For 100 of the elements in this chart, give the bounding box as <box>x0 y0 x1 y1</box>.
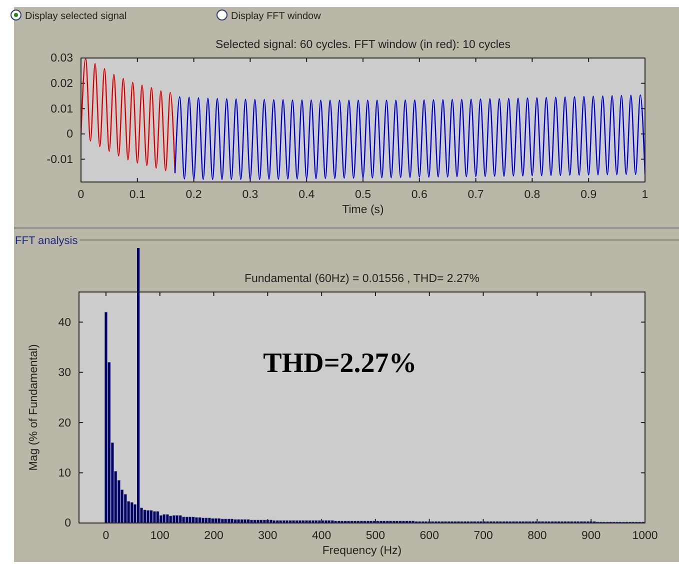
x-tick-label: 1 <box>642 189 648 202</box>
y-tick-label: 0 <box>64 518 71 530</box>
bar <box>292 520 295 523</box>
x-axis-title: Time (s) <box>342 204 384 216</box>
bar <box>208 518 211 523</box>
bar <box>253 520 256 523</box>
y-tick-label: 30 <box>58 367 71 380</box>
bar <box>298 520 302 523</box>
x-tick-label: 0.3 <box>242 189 258 202</box>
y-tick-label: 40 <box>58 316 71 329</box>
bar <box>262 520 266 523</box>
bar <box>288 520 292 523</box>
bar <box>318 520 321 523</box>
y-axis-title: Mag (% of Fundamental) <box>28 344 40 471</box>
x-tick-label: 400 <box>312 530 332 542</box>
bar <box>198 517 202 523</box>
x-tick-label: 700 <box>474 530 493 542</box>
bar <box>230 518 234 523</box>
line-series <box>174 94 645 180</box>
bar <box>162 514 166 523</box>
bar <box>234 519 237 523</box>
bar <box>246 519 250 523</box>
bar <box>244 519 246 523</box>
bar <box>302 520 305 523</box>
bar <box>150 510 153 523</box>
bar <box>214 518 218 523</box>
bar <box>276 520 279 523</box>
chart-title: Selected signal: 60 cycles. FFT window (in red): 10 cycles <box>215 39 511 51</box>
x-tick-label: 600 <box>420 530 439 542</box>
x-axis-title: Frequency (Hz) <box>322 545 402 557</box>
bar <box>176 515 179 523</box>
bar <box>172 515 176 523</box>
bar <box>204 518 208 523</box>
bar <box>169 516 172 523</box>
bar <box>188 516 192 523</box>
x-tick-label: 1000 <box>632 530 658 542</box>
text: FFT analysis <box>15 235 78 247</box>
x-tick-label: 0.8 <box>524 189 540 202</box>
bar <box>192 516 195 523</box>
x-tick-label: 0 <box>102 530 110 542</box>
bar <box>314 520 318 523</box>
bar <box>250 520 253 523</box>
bar <box>159 515 162 523</box>
x-tick-label: 0.5 <box>355 189 371 202</box>
bar <box>312 520 314 523</box>
bar <box>286 520 289 523</box>
x-tick-label: 300 <box>258 530 278 542</box>
y-tick-label: 0.01 <box>50 103 73 116</box>
x-tick-label: 0.6 <box>411 189 428 202</box>
y-tick-label: 0 <box>66 128 73 141</box>
bar <box>182 516 186 523</box>
bar <box>220 518 224 523</box>
y-tick-label: -0.01 <box>46 154 73 166</box>
bar <box>185 516 188 523</box>
bar <box>279 520 282 523</box>
y-tick-label: 0.02 <box>50 78 73 90</box>
x-tick-label: 100 <box>150 530 170 542</box>
y-tick-label: 10 <box>58 467 71 480</box>
x-tick-label: 0.1 <box>129 189 146 202</box>
y-tick-label: 0.03 <box>50 52 73 65</box>
bar <box>240 519 244 523</box>
annotation: THD=2.27% <box>263 348 417 379</box>
chart-title: Fundamental (60Hz) = 0.01556 , THD= 2.27% <box>244 273 480 285</box>
bar <box>218 518 221 523</box>
bar <box>328 520 331 523</box>
bar <box>195 517 198 523</box>
bar <box>156 511 160 523</box>
x-tick-label: 200 <box>204 530 224 542</box>
x-tick-label: 0.7 <box>468 189 484 202</box>
bar <box>178 515 182 523</box>
y-tick-label: 20 <box>58 417 71 430</box>
bar <box>166 514 169 523</box>
x-tick-label: 0.4 <box>298 189 316 202</box>
x-tick-label: 900 <box>582 530 601 542</box>
bar <box>295 520 298 523</box>
text: Display FFT window <box>231 11 322 22</box>
bar <box>104 312 108 523</box>
bar <box>146 510 150 523</box>
line-series <box>81 58 176 174</box>
bar <box>308 520 312 523</box>
bar <box>305 520 308 523</box>
bar <box>272 520 276 523</box>
x-tick-label: 0.2 <box>186 189 202 202</box>
bar <box>227 518 230 523</box>
bar <box>224 518 228 523</box>
bar <box>202 518 204 523</box>
text: Display selected signal <box>25 11 127 22</box>
bar <box>256 520 260 523</box>
bar <box>269 520 272 523</box>
x-tick-label: 500 <box>366 530 386 542</box>
bar <box>324 520 328 523</box>
bar <box>143 510 146 523</box>
bar <box>237 519 240 523</box>
bar <box>130 502 134 523</box>
bar <box>260 520 263 523</box>
bar <box>282 520 286 523</box>
x-tick-label: 800 <box>528 530 547 542</box>
x-tick-label: 0 <box>78 189 84 202</box>
bar <box>153 511 156 523</box>
bar <box>330 520 334 523</box>
